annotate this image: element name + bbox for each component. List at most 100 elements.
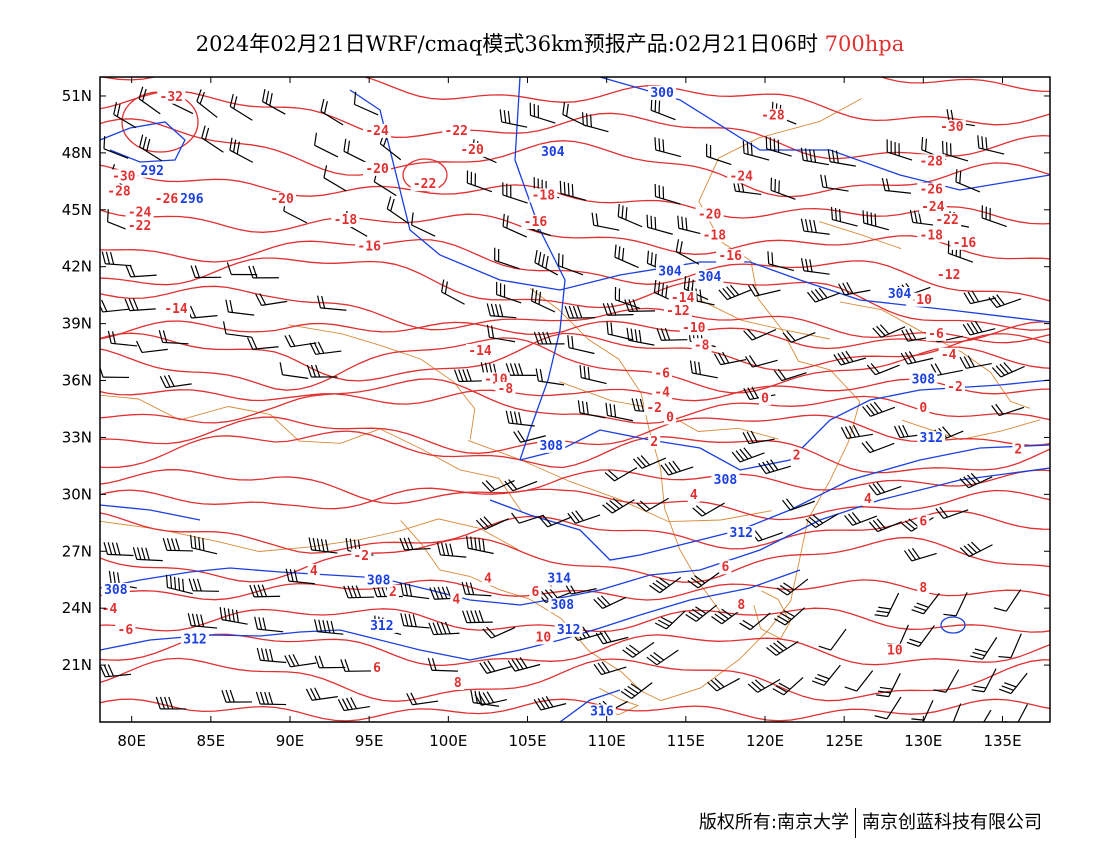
boundary-line bbox=[529, 287, 721, 612]
wind-barb bbox=[513, 430, 546, 443]
temperature-isotherm bbox=[100, 337, 1050, 394]
lat-tick-label: 39N bbox=[62, 315, 92, 333]
wind-barb bbox=[188, 578, 219, 592]
temperature-label: 6 bbox=[919, 515, 927, 530]
temperature-label: -10 bbox=[908, 293, 932, 308]
temperature-label-bg bbox=[355, 239, 384, 254]
temperature-label: -24 bbox=[730, 169, 754, 184]
wind-barb bbox=[689, 360, 718, 379]
wind-barb bbox=[461, 581, 492, 597]
wind-barb bbox=[881, 178, 911, 194]
wind-barb bbox=[998, 672, 1028, 695]
wind-barb bbox=[100, 299, 129, 313]
wind-barb bbox=[486, 324, 516, 343]
geopotential-contour bbox=[514, 77, 566, 461]
temperature-isotherm bbox=[100, 430, 1050, 474]
wind-barb bbox=[538, 515, 572, 528]
latitude-axis: 51N 48N 45N 42N 39N 36N 33N 30N 27N 24N 21N bbox=[62, 87, 1050, 674]
lon-tick-label: 85E bbox=[197, 732, 226, 750]
geopotential-label: 292 bbox=[141, 164, 164, 179]
temperature-label-bg bbox=[917, 228, 946, 243]
title-text: 2024年02月21日WRF/cmaq模式36km预报产品:02月21日06时 bbox=[195, 32, 818, 56]
temperature-label: 4 bbox=[484, 572, 492, 587]
wind-barb bbox=[991, 403, 1025, 417]
wind-barb bbox=[604, 467, 638, 482]
wind-barb bbox=[284, 334, 317, 348]
temperature-label-bg bbox=[371, 660, 384, 675]
temperature-label-bg bbox=[533, 630, 554, 645]
wind-barb bbox=[284, 654, 317, 668]
geopotential-label: 300 bbox=[650, 86, 674, 101]
wind-barb bbox=[225, 299, 255, 316]
temperature-label-bg bbox=[442, 123, 471, 138]
wind-barb bbox=[453, 369, 485, 383]
temperature-label: -6 bbox=[928, 327, 944, 342]
temperature-label: -12 bbox=[937, 268, 960, 283]
map-title: 2024年02月21日WRF/cmaq模式36km预报产品:02月21日06时 … bbox=[0, 28, 1100, 58]
wind-barb bbox=[963, 290, 997, 305]
temperature-isotherm bbox=[100, 320, 1050, 350]
wind-barb bbox=[713, 351, 747, 366]
wind-barb bbox=[707, 677, 740, 692]
temperature-label-bg bbox=[695, 207, 724, 222]
temperature-label-bg bbox=[410, 177, 439, 192]
wind-barb bbox=[481, 479, 515, 493]
wind-barb bbox=[314, 655, 346, 669]
wind-barb bbox=[770, 177, 796, 200]
wind-barb bbox=[165, 574, 193, 595]
geopotential-label-bg bbox=[138, 163, 167, 178]
lat-tick-label: 27N bbox=[62, 542, 92, 560]
wind-barb bbox=[876, 673, 901, 698]
wind-barb bbox=[874, 592, 900, 618]
wind-barb bbox=[229, 94, 253, 121]
wind-barb bbox=[100, 664, 132, 678]
wind-barb bbox=[406, 692, 439, 706]
temperature-label-bg bbox=[529, 584, 542, 599]
temperature-label: -8 bbox=[694, 338, 710, 353]
wind-barb bbox=[805, 513, 839, 529]
lon-tick-label: 110E bbox=[588, 732, 626, 750]
temperature-label-bg bbox=[386, 584, 399, 599]
wind-barb bbox=[593, 595, 627, 609]
geopotential-label: 308 bbox=[551, 598, 575, 613]
wind-barb bbox=[981, 205, 1007, 228]
boundary-line bbox=[100, 518, 519, 552]
wind-barb bbox=[482, 626, 516, 639]
lon-tick-label: 90E bbox=[276, 732, 305, 750]
wind-barb bbox=[261, 89, 286, 115]
wind-barb bbox=[124, 298, 156, 312]
wind-barb bbox=[103, 136, 129, 159]
temperature-label: -16 bbox=[718, 249, 742, 264]
temperature-label: -24 bbox=[128, 205, 152, 220]
copyright-text: 版权所有:南京大学 bbox=[698, 812, 849, 833]
geopotential-contour bbox=[519, 379, 1050, 471]
wind-barb bbox=[818, 628, 847, 651]
temperature-label-bg bbox=[125, 205, 154, 220]
temperature-isotherm bbox=[100, 579, 1050, 601]
wind-barb bbox=[800, 258, 830, 275]
wind-barb bbox=[138, 86, 161, 115]
temperature-isotherm bbox=[100, 698, 1050, 722]
wind-barb bbox=[988, 294, 1022, 308]
temperature-label: -6 bbox=[118, 623, 134, 638]
wind-barb bbox=[656, 327, 688, 341]
wind-barb bbox=[100, 365, 130, 379]
temperature-label-bg bbox=[716, 249, 745, 264]
wind-barb bbox=[900, 351, 934, 365]
geopotential-contour bbox=[100, 569, 801, 661]
wind-barb bbox=[811, 664, 841, 686]
wind-barb bbox=[886, 139, 913, 161]
geopotential-contour bbox=[349, 89, 1050, 323]
wind-barb bbox=[340, 659, 372, 672]
geopotential-label-bg bbox=[101, 583, 130, 597]
wind-barb bbox=[692, 502, 725, 517]
wind-barb bbox=[872, 324, 906, 338]
temperature-label: -22 bbox=[128, 219, 151, 234]
wind-barb bbox=[256, 647, 287, 664]
temperature-label: -18 bbox=[703, 228, 727, 243]
geopotential-label-bg bbox=[587, 704, 616, 719]
temperature-label: -22 bbox=[935, 213, 958, 228]
wind-barb bbox=[221, 689, 252, 703]
wind-barb bbox=[774, 607, 806, 626]
wind-barb bbox=[646, 214, 673, 235]
